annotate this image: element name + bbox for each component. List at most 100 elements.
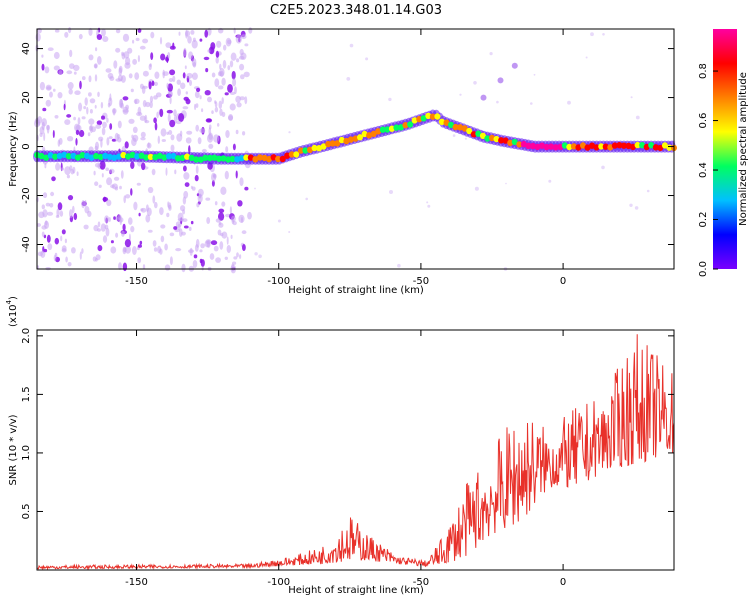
noise-speckle <box>240 74 245 80</box>
noise-speckle <box>39 132 43 137</box>
noise-speckle <box>164 264 171 271</box>
noise-speckle <box>177 88 182 96</box>
noise-speckle <box>54 237 59 245</box>
noise-speckle <box>194 91 200 99</box>
noise-speckle <box>53 51 60 60</box>
noise-speckle <box>124 239 131 248</box>
noise-speckle <box>189 79 192 86</box>
noise-speckle <box>193 254 198 259</box>
noise-speckle <box>144 114 148 123</box>
noise-speckle <box>42 192 48 199</box>
noise-speckle <box>190 185 193 189</box>
noise-speckle <box>87 210 92 217</box>
noise-speckle <box>97 56 102 65</box>
ridge-cell <box>516 141 523 148</box>
noise-speckle <box>288 131 291 134</box>
snr-scale-label: (x104) <box>5 296 19 327</box>
noise-speckle <box>79 251 82 260</box>
x-tick-label: -150 <box>125 577 148 588</box>
noise-speckle <box>195 124 199 132</box>
ridge-cell <box>475 130 482 137</box>
noise-speckle <box>397 263 401 268</box>
noise-speckle <box>212 174 216 178</box>
noise-speckle <box>235 95 241 103</box>
spectrogram-xlabel: Height of straight line (km) <box>288 285 424 296</box>
noise-speckle <box>185 137 192 144</box>
noise-speckle <box>108 217 111 222</box>
noise-speckle <box>123 51 130 59</box>
noise-speckle <box>97 245 103 252</box>
colorbar-tick-label: 0.8 <box>698 63 709 79</box>
ridge-cell <box>43 154 50 161</box>
noise-speckle <box>42 209 48 218</box>
noise-speckle <box>230 234 233 239</box>
ridge-cell <box>489 134 495 142</box>
ridge-cell <box>343 137 350 145</box>
noise-speckle <box>46 234 51 243</box>
noise-speckle <box>97 228 101 232</box>
noise-speckle <box>95 47 98 52</box>
ridge-cell <box>379 126 386 133</box>
noise-speckle <box>148 81 152 90</box>
noise-speckle <box>213 245 219 252</box>
noise-speckle <box>104 215 110 224</box>
noise-speckle <box>194 174 199 182</box>
ridge-cell <box>202 154 209 161</box>
noise-speckle <box>244 96 248 105</box>
ridge-cell <box>375 128 382 135</box>
noise-speckle <box>66 114 72 118</box>
noise-speckle <box>64 166 71 176</box>
noise-speckle <box>186 72 193 79</box>
ridge-cell <box>384 126 391 133</box>
ridge-cell <box>297 147 304 154</box>
ridge-cell <box>598 143 605 150</box>
ridge-cell <box>102 152 109 160</box>
noise-speckle <box>590 32 594 37</box>
noise-speckle <box>427 204 431 208</box>
noise-speckle <box>226 236 229 245</box>
noise-speckle <box>60 167 65 171</box>
noise-speckle <box>601 165 605 170</box>
ridge-cell <box>484 135 491 142</box>
ridge-cell <box>129 151 136 159</box>
noise-speckle <box>55 162 61 171</box>
noise-speckle <box>220 233 224 237</box>
noise-speckle <box>56 208 60 217</box>
colorbar-tick-label: 0.6 <box>698 113 709 129</box>
noise-speckle <box>168 91 173 97</box>
noise-speckle <box>219 241 224 250</box>
snr-xlabel: Height of straight line (km) <box>288 585 424 596</box>
noise-speckle <box>130 188 133 196</box>
noise-speckle <box>49 203 54 208</box>
noise-speckle <box>227 39 232 45</box>
noise-speckle <box>634 206 639 210</box>
noise-speckle <box>131 137 137 147</box>
noise-speckle <box>464 137 467 140</box>
noise-speckle <box>107 72 114 79</box>
noise-speckle <box>153 81 158 86</box>
noise-speckle <box>183 172 190 180</box>
noise-speckle <box>88 75 92 83</box>
noise-speckle <box>204 29 208 38</box>
noise-speckle <box>67 195 74 201</box>
noise-speckle <box>218 222 224 228</box>
noise-speckle <box>88 118 95 125</box>
noise-speckle <box>169 69 176 76</box>
ridge-cell <box>193 156 200 163</box>
noise-speckle <box>176 79 181 85</box>
noise-speckle <box>83 106 87 110</box>
noise-speckle <box>152 195 156 204</box>
ridge-cell <box>320 143 327 150</box>
ridge-cell <box>97 153 104 161</box>
noise-speckle <box>187 36 192 44</box>
noise-speckle <box>95 141 99 151</box>
noise-speckle <box>160 128 167 137</box>
noise-speckle <box>41 204 45 210</box>
ridge-cell <box>434 113 441 120</box>
noise-speckle <box>44 163 47 169</box>
noise-speckle <box>239 48 244 56</box>
noise-speckle <box>213 134 220 143</box>
noise-speckle <box>145 101 151 108</box>
noise-speckle <box>88 27 93 36</box>
ridge-cell <box>593 144 600 151</box>
